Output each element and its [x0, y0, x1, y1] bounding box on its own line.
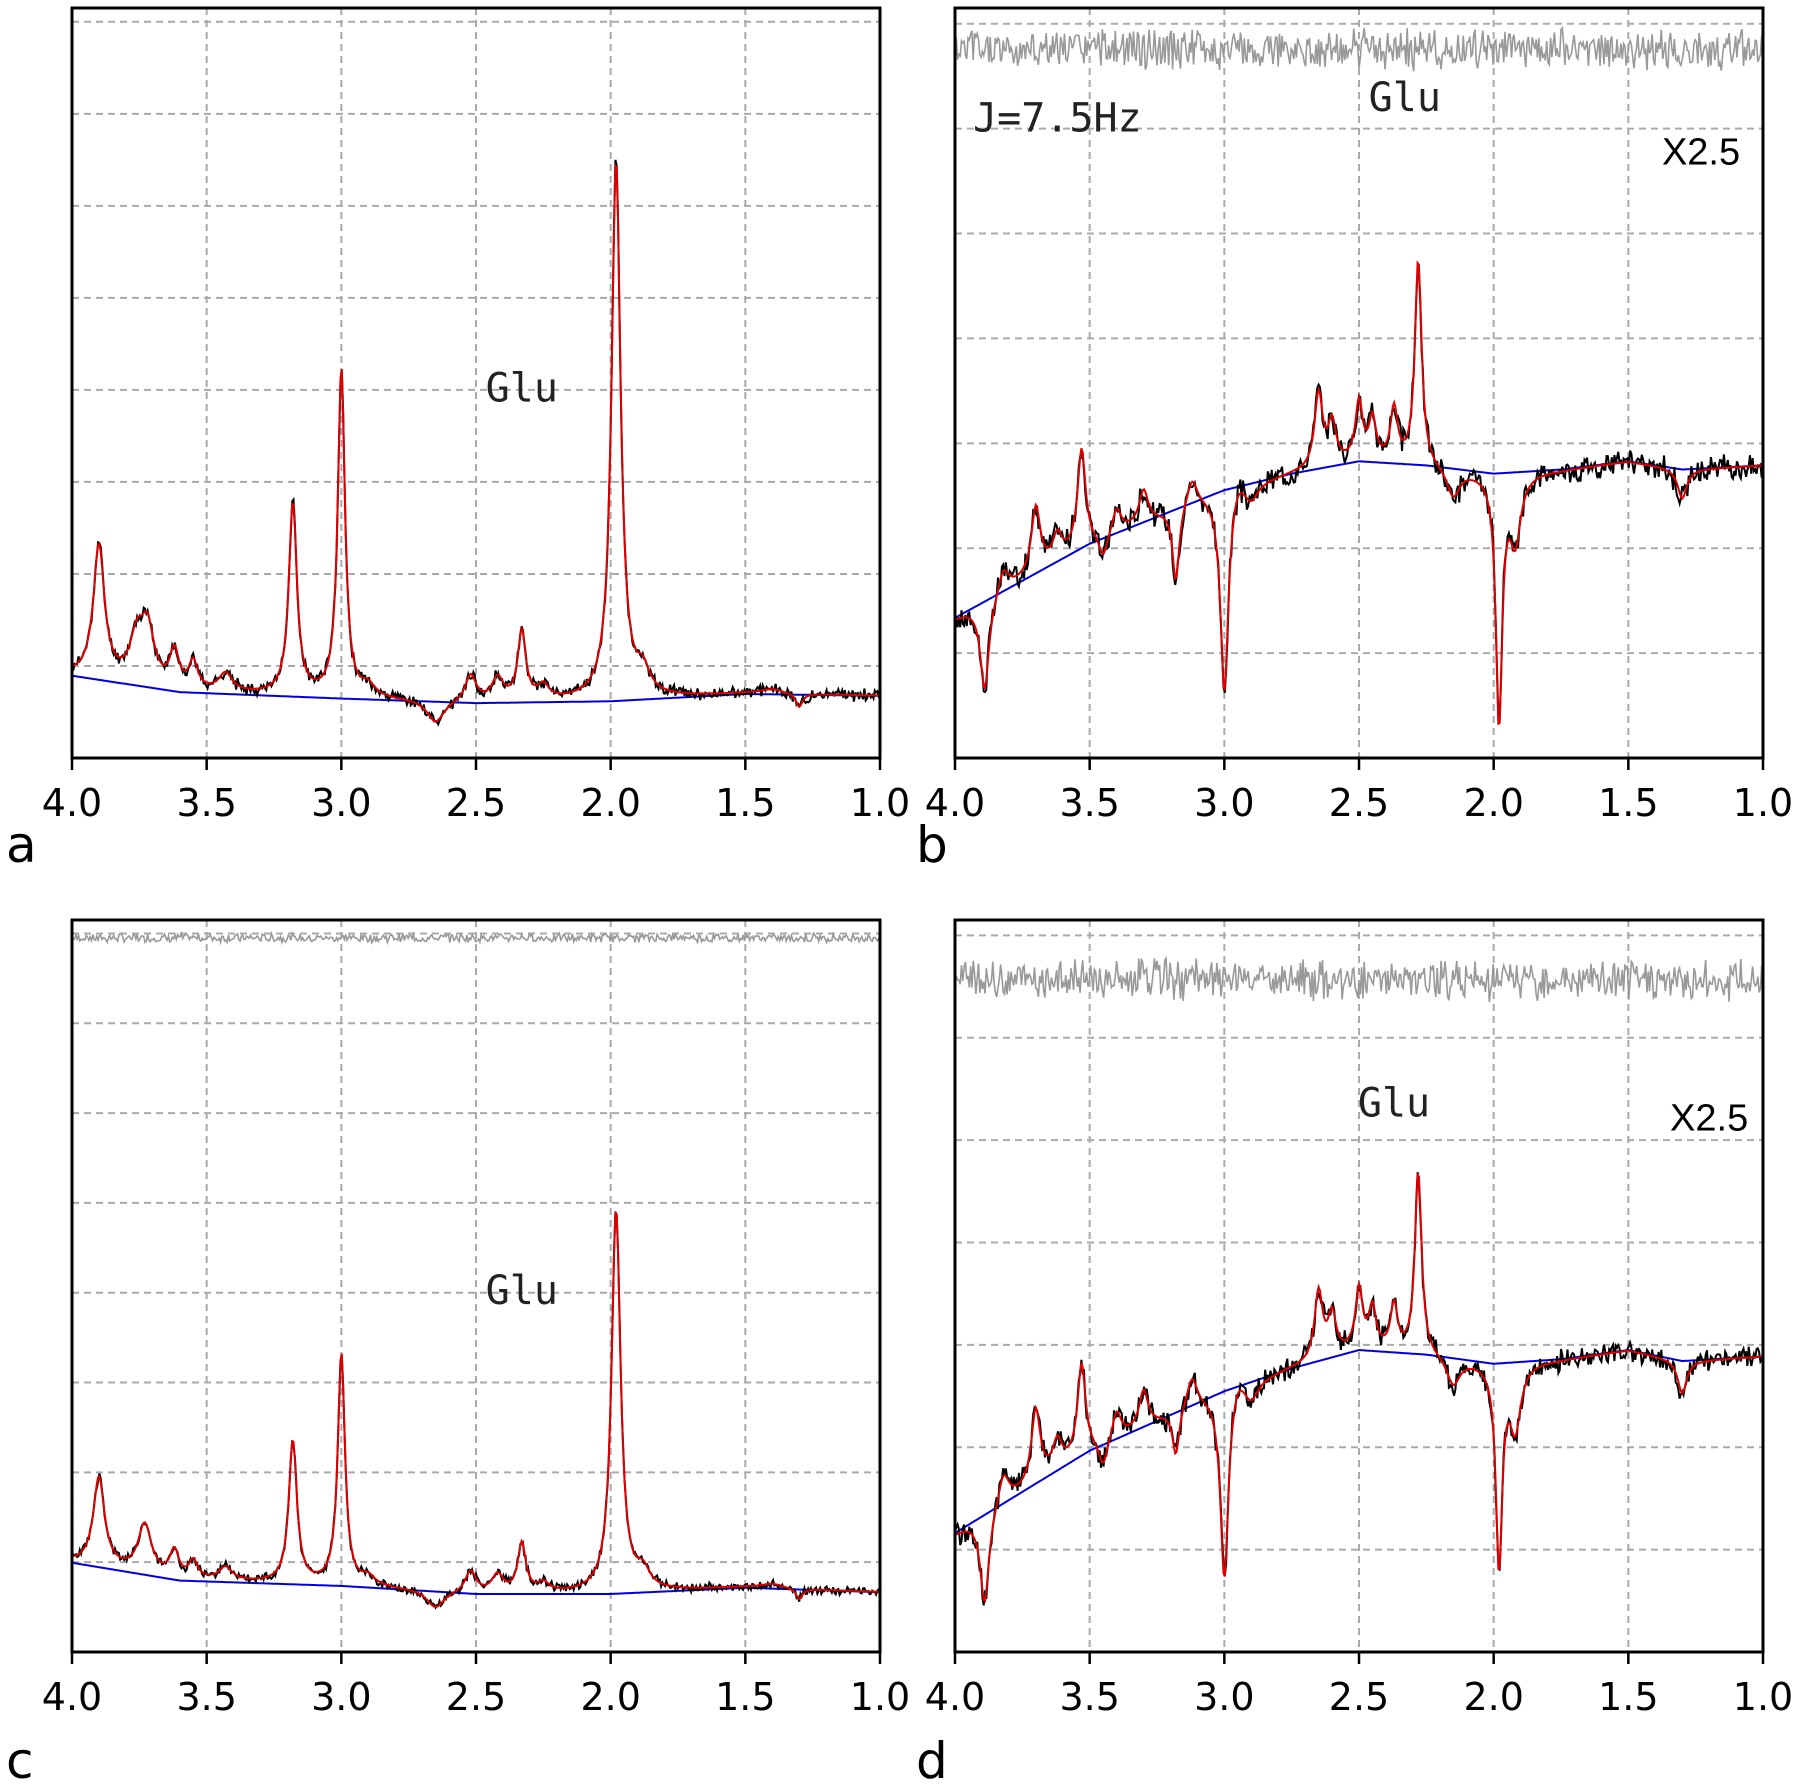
fit-line	[955, 260, 1763, 726]
annotation-label: Glu	[1369, 75, 1441, 121]
annotation-label: X2.5	[1662, 132, 1740, 174]
panel-d: 4.0 3.5 3.0 2.5 2.0 1.5 1.0 Glu X2.5 d	[916, 918, 1793, 1790]
annotation-label: Glu	[1358, 1081, 1430, 1127]
fit-line	[72, 162, 880, 723]
panel-letter: a	[6, 816, 37, 874]
annotation-label: J=0	[117, 0, 189, 9]
x-tick-label: 4.0	[42, 1675, 102, 1719]
x-tick-label: 2.0	[580, 781, 640, 825]
panel-a: 4.0 3.5 3.0 2.5 2.0 1.5 1.0 J=0 Glu a	[6, 0, 910, 874]
x-tick-label: 2.5	[446, 1675, 506, 1719]
x-tick-label: 1.0	[1733, 781, 1793, 825]
data-line	[72, 1211, 880, 1610]
residual-line	[955, 25, 1763, 72]
panel-c: 4.0 3.5 3.0 2.5 2.0 1.5 1.0 Glu c	[6, 918, 910, 1790]
panel-letter: b	[916, 816, 948, 874]
x-tick-label: 3.5	[176, 781, 236, 825]
x-tick-label: 2.0	[1463, 1675, 1523, 1719]
x-tick-label: 3.5	[1059, 1675, 1119, 1719]
annotation-label: Glu	[486, 1268, 558, 1314]
x-tick-label: 3.0	[311, 781, 371, 825]
residual-line	[72, 930, 880, 946]
x-tick-label: 1.0	[1733, 1675, 1793, 1719]
panel-letter: c	[6, 1732, 34, 1790]
annotation-label: Glu	[486, 365, 558, 411]
x-tick-label: 2.5	[1329, 1675, 1389, 1719]
annotation-label: X2.5	[1670, 1097, 1748, 1139]
panel-letter: d	[916, 1732, 948, 1790]
x-tick-label: 2.0	[1463, 781, 1523, 825]
x-tick-label: 1.5	[1598, 781, 1658, 825]
x-tick-label: 4.0	[925, 1675, 985, 1719]
x-tick-label: 2.0	[580, 1675, 640, 1719]
x-tick-label: 4.0	[925, 781, 985, 825]
x-tick-label: 1.5	[715, 1675, 775, 1719]
x-tick-label: 2.5	[1329, 781, 1389, 825]
fit-line	[72, 1210, 880, 1609]
x-tick-label: 1.0	[850, 781, 910, 825]
x-tick-label: 1.5	[1598, 1675, 1658, 1719]
x-tick-label: 2.5	[446, 781, 506, 825]
annotation-label: J=7.5Hz	[973, 96, 1142, 142]
baseline-line	[72, 1561, 880, 1595]
x-tick-label: 1.5	[715, 781, 775, 825]
x-tick-label: 3.0	[1194, 781, 1254, 825]
x-tick-label: 3.5	[176, 1675, 236, 1719]
x-tick-label: 3.0	[1194, 1675, 1254, 1719]
x-tick-label: 1.0	[850, 1675, 910, 1719]
residual-line	[955, 955, 1763, 1002]
x-tick-label: 4.0	[42, 781, 102, 825]
x-tick-label: 3.5	[1059, 781, 1119, 825]
x-tick-label: 3.0	[311, 1675, 371, 1719]
fit-line	[955, 1172, 1763, 1603]
panel-b: 4.0 3.5 3.0 2.5 2.0 1.5 1.0 J=7.5Hz Glu X2.5 b	[916, 6, 1793, 874]
